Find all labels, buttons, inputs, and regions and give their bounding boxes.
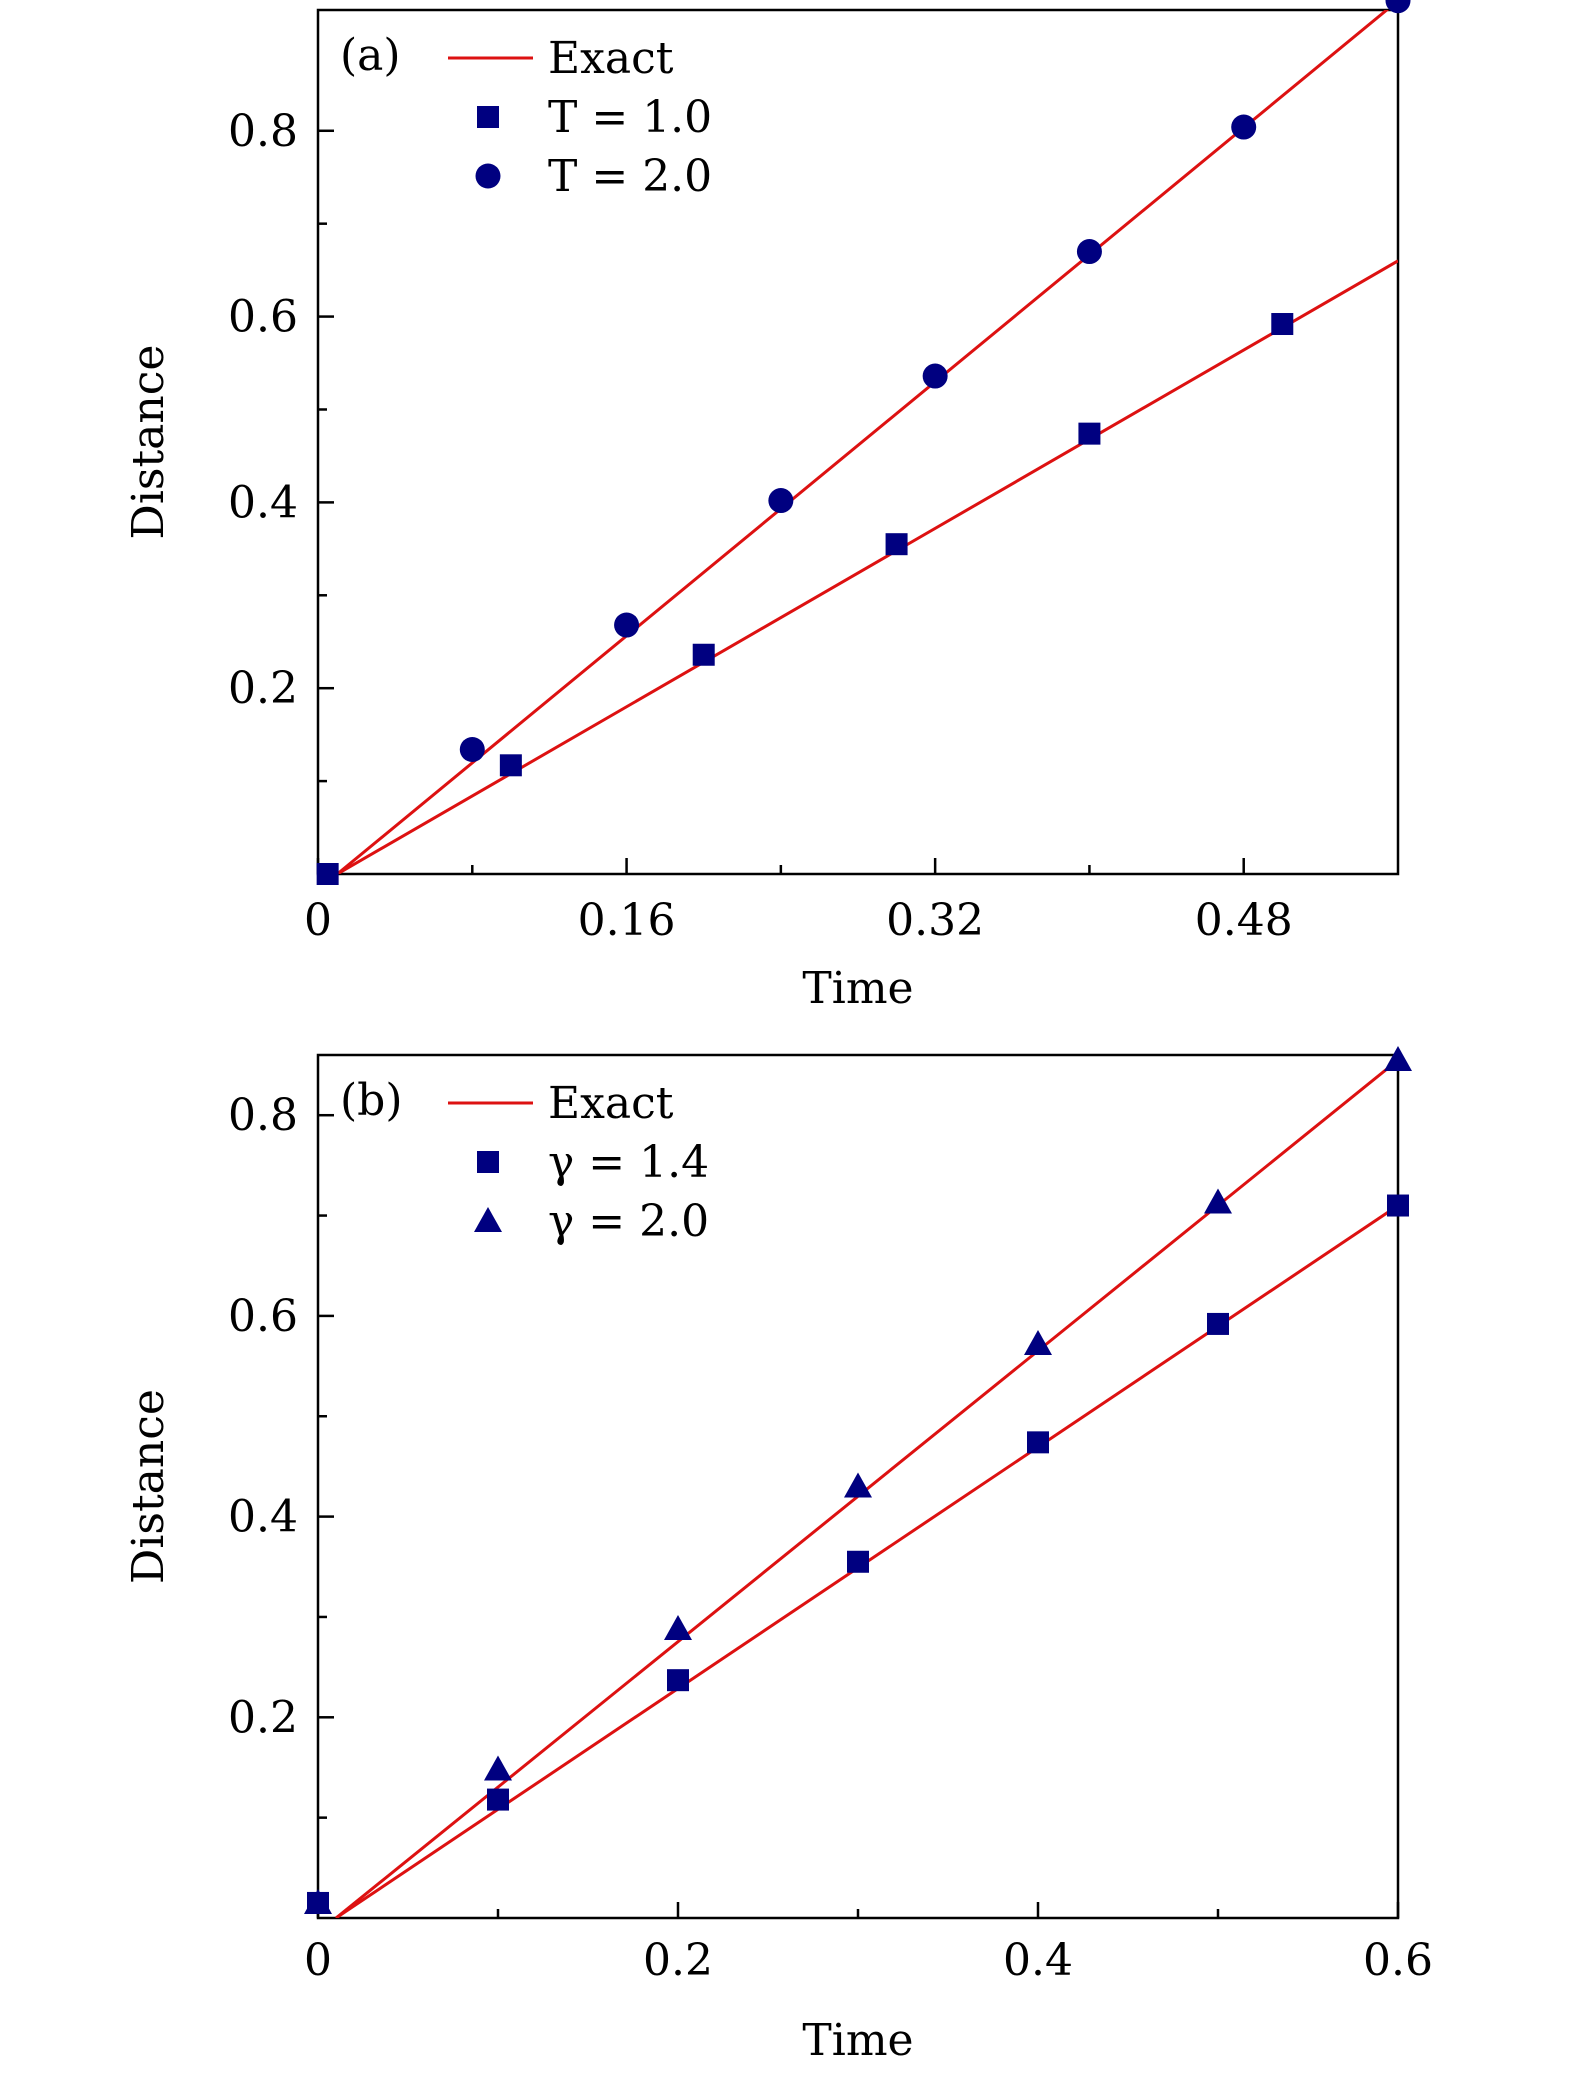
- circle-point: [459, 737, 485, 763]
- legend-circle-swatch: [475, 163, 501, 189]
- triangle-point: [484, 1755, 512, 1781]
- y-tick-label: 0.8: [228, 106, 298, 157]
- x-tick-label: 0.4: [1003, 1935, 1073, 1986]
- panel-b-chart: 0 0.2 0.4 0.6 0.2 0.4 0.6 0.8 Time Distance (b) Exa…: [123, 1046, 1433, 2066]
- legend-label: γ = 2.0: [548, 1196, 709, 1247]
- legend-square-swatch: [477, 1151, 499, 1173]
- legend-label: γ = 1.4: [548, 1137, 709, 1188]
- square-point: [487, 1788, 509, 1811]
- y-axis-title: Distance: [123, 345, 174, 540]
- panel-a-chart: 0 0.16 0.32 0.48 0.2 0.4 0.6 0.8 Time Distance (a)…: [123, 0, 1411, 1014]
- x-tick-label: 0.6: [1363, 1935, 1433, 1986]
- legend-triangle-swatch: [474, 1207, 502, 1232]
- triangle-point: [1204, 1188, 1232, 1214]
- triangle-point: [1024, 1330, 1052, 1356]
- plot-frame: [316, 8, 1400, 876]
- circle-point: [614, 612, 640, 638]
- triangle-point: [1384, 1046, 1412, 1072]
- x-tick-label: 0.16: [578, 895, 676, 946]
- circle-point: [1385, 0, 1411, 14]
- legend-label: T = 2.0: [548, 151, 712, 202]
- square-point: [1387, 1194, 1409, 1217]
- x-tick-label: 0: [304, 1935, 332, 1986]
- circle-point: [1231, 114, 1257, 140]
- legend-label: Exact: [548, 33, 674, 84]
- exact-line: [336, 10, 1390, 874]
- circle-point: [922, 363, 948, 389]
- square-point: [692, 643, 715, 666]
- square-point: [885, 533, 908, 556]
- square-point: [499, 754, 522, 777]
- square-point: [1078, 422, 1101, 445]
- panel-label: (b): [340, 1075, 403, 1126]
- y-tick-label: 0.6: [228, 1291, 298, 1342]
- square-point: [667, 1669, 689, 1692]
- y-tick-label: 0.4: [228, 1492, 298, 1543]
- square-point: [1027, 1431, 1049, 1454]
- triangle-point: [844, 1472, 872, 1498]
- legend-label: T = 1.0: [548, 92, 712, 143]
- y-tick-label: 0.8: [228, 1090, 298, 1141]
- x-tick-label: 0: [304, 895, 332, 946]
- circle-point: [1076, 239, 1102, 265]
- square-point: [847, 1550, 869, 1573]
- y-tick-label: 0.2: [228, 1692, 298, 1743]
- x-tick-label: 0.2: [643, 1935, 713, 1986]
- square-point: [316, 863, 339, 885]
- legend-label: Exact: [548, 1078, 674, 1129]
- exact-line: [336, 259, 1398, 874]
- x-tick-label: 0.32: [886, 895, 984, 946]
- x-axis-title: Time: [802, 2015, 913, 2066]
- y-tick-label: 0.6: [228, 292, 298, 343]
- circle-point: [768, 488, 794, 514]
- legend-square-swatch: [477, 106, 499, 128]
- triangle-point: [304, 1888, 332, 1914]
- x-axis-title: Time: [802, 963, 913, 1014]
- panel-label: (a): [340, 30, 401, 81]
- y-tick-label: 0.4: [228, 477, 298, 528]
- x-tick-label: 0.48: [1195, 895, 1293, 946]
- y-axis-title: Distance: [123, 1389, 174, 1584]
- triangle-point: [664, 1614, 692, 1640]
- square-point: [1271, 313, 1294, 336]
- y-tick-label: 0.2: [228, 663, 298, 714]
- square-point: [1207, 1312, 1229, 1335]
